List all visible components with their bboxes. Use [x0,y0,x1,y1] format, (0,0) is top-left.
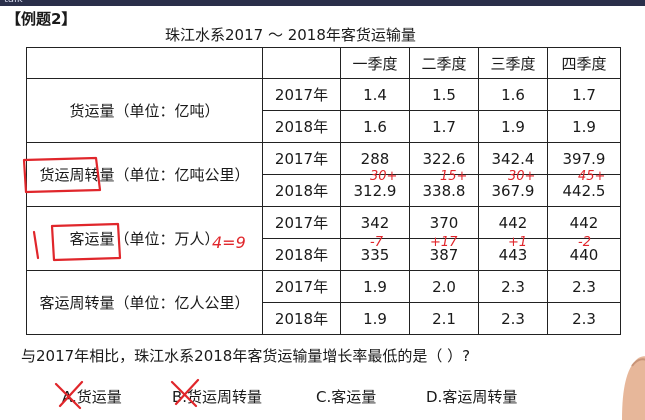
value-cell: 370 [409,206,479,239]
table-row: 2018年 1.9 2.1 2.3 2.3 [27,302,621,335]
table-row: 2018年 1.6 1.7 1.9 1.9 [27,110,621,143]
option-b[interactable]: B.货运周转量 [172,388,263,406]
value-cell: 1.6 [340,110,410,143]
presenter-figure [622,356,645,420]
value-cell: 1.6 [478,78,548,111]
value-cell: 1.7 [547,78,621,111]
value-cell: 1.9 [547,110,621,143]
table-row: 货运周转量（单位：亿吨公里） 2017年 288 322.6 342.4 397… [26,142,621,207]
question-text: 与2017年相比，珠江水系2018年客货运输量增长率最低的是（ ）? [21,347,471,365]
value-cell: 440 [547,238,621,271]
value-cell: 335 [340,238,410,271]
group-label-passenger: 客运量（单位：万人） [26,206,263,271]
example-tag: 【例题2】 [6,10,77,28]
value-cell: 387 [409,238,479,271]
table-row: 2018年 312.9 338.8 367.9 442.5 [27,174,621,207]
value-cell: 322.6 [409,142,479,175]
table-row: 货运量（单位：亿吨） 2017年 1.4 1.5 1.6 1.7 [26,78,621,143]
option-c[interactable]: C.客运量 [316,388,377,406]
value-cell: 288 [340,142,410,175]
value-cell: 2.3 [478,270,548,303]
value-cell: 1.9 [340,270,410,303]
year-cell: 2017年 [262,206,341,239]
value-cell: 2.3 [547,270,621,303]
value-cell: 1.4 [340,78,410,111]
value-cell: 338.8 [409,174,479,207]
app-label: talk [4,0,23,5]
year-cell: 2018年 [262,302,341,335]
value-cell: 1.9 [478,110,548,143]
year-cell: 2017年 [262,78,341,111]
value-cell: 442 [547,206,621,239]
value-cell: 443 [478,238,548,271]
value-cell: 342.4 [478,142,548,175]
table-title: 珠江水系2017 ～ 2018年客货运输量 [165,26,416,44]
value-cell: 2.1 [409,302,479,335]
value-cell: 367.9 [478,174,548,207]
option-d[interactable]: D.客运周转量 [426,388,518,406]
header-q2: 二季度 [409,47,479,79]
value-cell: 1.5 [409,78,479,111]
value-cell: 1.7 [409,110,479,143]
value-cell: 312.9 [340,174,410,207]
top-bar: talk [0,0,645,6]
header-q4: 四季度 [547,47,621,79]
year-cell: 2018年 [262,238,341,271]
group-label-freight-turnover: 货运周转量（单位：亿吨公里） [26,142,263,207]
year-cell: 2017年 [262,142,341,175]
header-q3: 三季度 [478,47,548,79]
value-cell: 442.5 [547,174,621,207]
header-blank-year [262,47,341,79]
table-row: 客运量（单位：万人） 2017年 342 370 442 442 [26,206,621,271]
value-cell: 2.3 [547,302,621,335]
value-cell: 1.9 [340,302,410,335]
year-cell: 2017年 [262,270,341,303]
year-cell: 2018年 [262,110,341,143]
data-table: 一季度 二季度 三季度 四季度 货运量（单位：亿吨） 2017年 1.4 1.5… [26,47,621,335]
group-label-passenger-turnover: 客运周转量（单位：亿人公里） [26,270,263,335]
header-blank [26,47,263,79]
year-cell: 2018年 [262,174,341,207]
table-row: 2018年 335 387 443 440 [27,238,621,271]
value-cell: 397.9 [547,142,621,175]
header-q1: 一季度 [340,47,410,79]
table-header-row: 一季度 二季度 三季度 四季度 [26,47,621,79]
table-row: 客运周转量（单位：亿人公里） 2017年 1.9 2.0 2.3 2.3 [26,270,621,335]
value-cell: 2.0 [409,270,479,303]
value-cell: 342 [340,206,410,239]
value-cell: 442 [478,206,548,239]
option-a[interactable]: A.货运量 [62,388,122,406]
value-cell: 2.3 [478,302,548,335]
group-label-freight: 货运量（单位：亿吨） [26,78,263,143]
